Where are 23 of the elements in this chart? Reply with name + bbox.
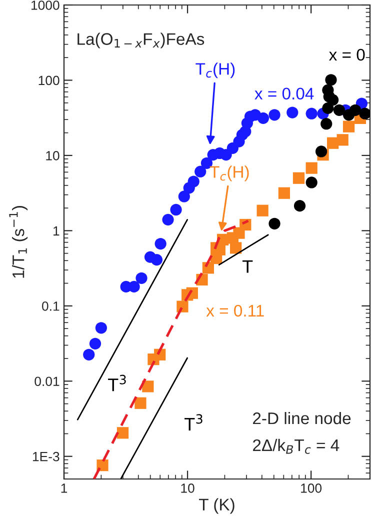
x-axis-title: T (K) [199,498,234,514]
y-tick-label: 1000 [31,0,60,10]
series-label: T [242,260,253,273]
series-label: x = 0.04 [254,88,314,100]
series-label: x = 0 [329,48,365,61]
series-label: x = 0.11 [206,304,264,317]
y-tick-label: 10 [46,151,60,160]
y-axis-title: 1/T$_{1}$ (s$^{−1}$) [9,206,28,278]
x-tick-label: 10 [181,484,194,493]
x-tick-label: 100 [301,484,322,493]
annotation: 2-D line node [253,412,351,424]
annotation: La(O$_{1−x}$F$_{x}$)FeAs [78,32,204,48]
y-tick-label: 1 [54,226,60,236]
series-label: T$^{3}$ [108,374,126,392]
series-label: T$^{3}$ [184,414,202,430]
y-tick-label: 1E-3 [32,452,60,462]
y-tick-label: 0.01 [34,376,60,386]
y-tick-label: 100 [38,76,60,86]
x-tick-label: 1 [61,484,68,493]
annotation: T$_{c}$(H) [196,62,235,78]
y-tick-label: 0.1 [42,301,60,311]
annotation: 2Δ/k$_{B}$T$_{c}$ = 4 [253,438,340,454]
annotation: T$_{c}$(H) [210,166,249,182]
